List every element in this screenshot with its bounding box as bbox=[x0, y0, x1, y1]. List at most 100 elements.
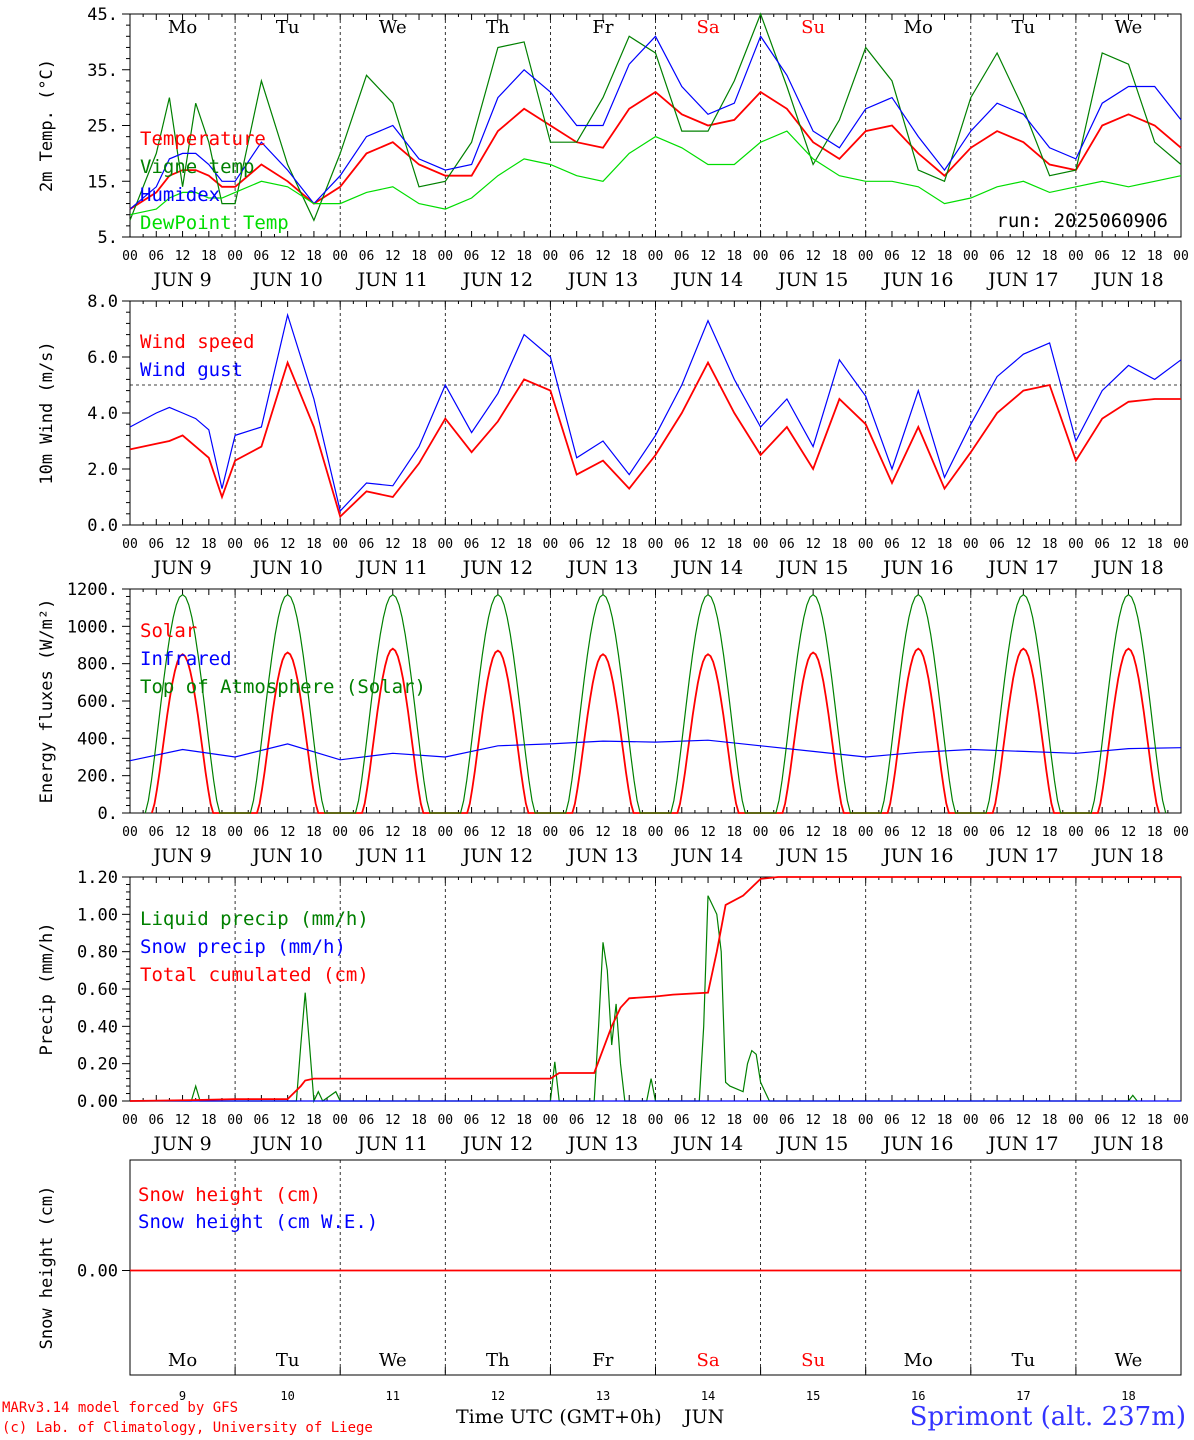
y-axis-label: Precip (mm/h) bbox=[37, 922, 57, 1055]
hour-tick-label: 18 bbox=[1042, 825, 1058, 840]
hour-tick-label: 12 bbox=[700, 1113, 716, 1128]
hour-tick-label: 00 bbox=[858, 1113, 874, 1128]
hour-tick-label: 00 bbox=[227, 537, 243, 552]
hour-tick-label: 00 bbox=[753, 825, 769, 840]
hour-tick-label: 06 bbox=[254, 249, 270, 264]
hour-tick-label: 00 bbox=[332, 1113, 348, 1128]
day-label: JUN 17 bbox=[986, 845, 1058, 867]
y-tick-label: 4.0 bbox=[87, 404, 118, 424]
hour-tick-label: 00 bbox=[1173, 1113, 1189, 1128]
hour-tick-label: 12 bbox=[1121, 1113, 1137, 1128]
y-axis-label: 2m Temp. (°C) bbox=[37, 59, 57, 192]
hour-tick-label: 06 bbox=[254, 1113, 270, 1128]
day-label: JUN 13 bbox=[566, 557, 638, 579]
day-label: JUN 13 bbox=[566, 845, 638, 867]
hour-tick-label: 18 bbox=[516, 1113, 532, 1128]
hour-tick-label: 06 bbox=[359, 249, 375, 264]
weekday-label: Su bbox=[801, 17, 825, 38]
hour-tick-label: 12 bbox=[805, 825, 821, 840]
hour-tick-label: 18 bbox=[832, 825, 848, 840]
hour-tick-label: 12 bbox=[595, 537, 611, 552]
hour-tick-label: 00 bbox=[227, 249, 243, 264]
hour-tick-label: 12 bbox=[1121, 537, 1137, 552]
legend-entry: Wind speed bbox=[140, 331, 254, 353]
legend-entry: Top of Atmosphere (Solar) bbox=[140, 676, 426, 698]
hour-tick-label: 12 bbox=[1016, 537, 1032, 552]
hour-tick-label: 00 bbox=[963, 1113, 979, 1128]
weekday-label: Sa bbox=[697, 1350, 720, 1371]
hour-tick-label: 12 bbox=[1121, 825, 1137, 840]
hour-tick-label: 00 bbox=[437, 537, 453, 552]
weekday-label: Tu bbox=[1012, 1350, 1036, 1371]
legend-entry: Wind gust bbox=[140, 359, 243, 381]
hour-tick-label: 12 bbox=[910, 825, 926, 840]
hour-tick-label: 12 bbox=[175, 825, 191, 840]
hour-tick-label: 12 bbox=[700, 537, 716, 552]
hour-tick-label: 06 bbox=[1094, 249, 1110, 264]
hour-tick-label: 06 bbox=[569, 825, 585, 840]
hour-tick-label: 12 bbox=[1016, 249, 1032, 264]
weekday-label: Fr bbox=[592, 1350, 613, 1371]
y-tick-label: 1.00 bbox=[77, 905, 118, 925]
y-tick-label: 0.80 bbox=[77, 943, 118, 963]
hour-tick-label: 12 bbox=[385, 537, 401, 552]
hour-tick-label: 06 bbox=[674, 537, 690, 552]
hour-tick-label: 18 bbox=[1147, 825, 1163, 840]
y-tick-label: 5. bbox=[98, 228, 118, 248]
day-label: JUN 17 bbox=[986, 557, 1058, 579]
hour-tick-label: 18 bbox=[832, 537, 848, 552]
hour-tick-label: 18 bbox=[306, 825, 322, 840]
day-number-label: 17 bbox=[1016, 1389, 1030, 1403]
hour-tick-label: 06 bbox=[464, 537, 480, 552]
hour-tick-label: 18 bbox=[726, 1113, 742, 1128]
legend-entry: Total cumulated (cm) bbox=[140, 964, 369, 986]
day-label: JUN 15 bbox=[776, 845, 848, 867]
hour-tick-label: 06 bbox=[1094, 537, 1110, 552]
hour-tick-label: 06 bbox=[989, 1113, 1005, 1128]
hour-tick-label: 00 bbox=[332, 249, 348, 264]
hour-tick-label: 00 bbox=[963, 537, 979, 552]
hour-tick-label: 18 bbox=[516, 537, 532, 552]
day-label: JUN 15 bbox=[776, 1133, 848, 1155]
hour-tick-label: 12 bbox=[700, 249, 716, 264]
hour-tick-label: 12 bbox=[910, 537, 926, 552]
weekday-label: Tu bbox=[1012, 17, 1036, 38]
hour-tick-label: 06 bbox=[1094, 1113, 1110, 1128]
hour-tick-label: 12 bbox=[595, 825, 611, 840]
y-tick-label: 800. bbox=[77, 655, 118, 675]
legend-entry: Humidex bbox=[140, 184, 220, 206]
legend-entry: Snow height (cm) bbox=[138, 1184, 321, 1206]
day-label: JUN 13 bbox=[566, 269, 638, 291]
hour-tick-label: 18 bbox=[937, 1113, 953, 1128]
day-label: JUN 15 bbox=[776, 269, 848, 291]
day-label: JUN 9 bbox=[151, 557, 211, 579]
y-tick-label: 200. bbox=[77, 767, 118, 787]
hour-tick-label: 00 bbox=[122, 249, 138, 264]
hour-tick-label: 06 bbox=[254, 537, 270, 552]
hour-tick-label: 06 bbox=[148, 1113, 164, 1128]
legend-entry: Solar bbox=[140, 620, 197, 642]
hour-tick-label: 06 bbox=[989, 825, 1005, 840]
weekday-label: Mo bbox=[904, 1350, 933, 1371]
day-label: JUN 10 bbox=[250, 269, 322, 291]
hour-tick-label: 00 bbox=[227, 1113, 243, 1128]
hour-tick-label: 06 bbox=[359, 1113, 375, 1128]
y-tick-label: 0.60 bbox=[77, 980, 118, 1000]
hour-tick-label: 18 bbox=[937, 249, 953, 264]
y-tick-label: 6.0 bbox=[87, 348, 118, 368]
hour-tick-label: 12 bbox=[385, 249, 401, 264]
day-number-label: 12 bbox=[491, 1389, 505, 1403]
day-number-label: 14 bbox=[701, 1389, 715, 1403]
hour-tick-label: 00 bbox=[122, 825, 138, 840]
hour-tick-label: 12 bbox=[490, 537, 506, 552]
day-label: JUN 13 bbox=[566, 1133, 638, 1155]
panel-frame-1 bbox=[129, 300, 1182, 526]
hour-tick-label: 18 bbox=[1042, 1113, 1058, 1128]
day-label: JUN 18 bbox=[1091, 845, 1163, 867]
hour-tick-label: 18 bbox=[726, 249, 742, 264]
hour-tick-label: 06 bbox=[674, 825, 690, 840]
hour-tick-label: 12 bbox=[175, 1113, 191, 1128]
hour-tick-label: 06 bbox=[569, 249, 585, 264]
hour-tick-label: 06 bbox=[674, 1113, 690, 1128]
